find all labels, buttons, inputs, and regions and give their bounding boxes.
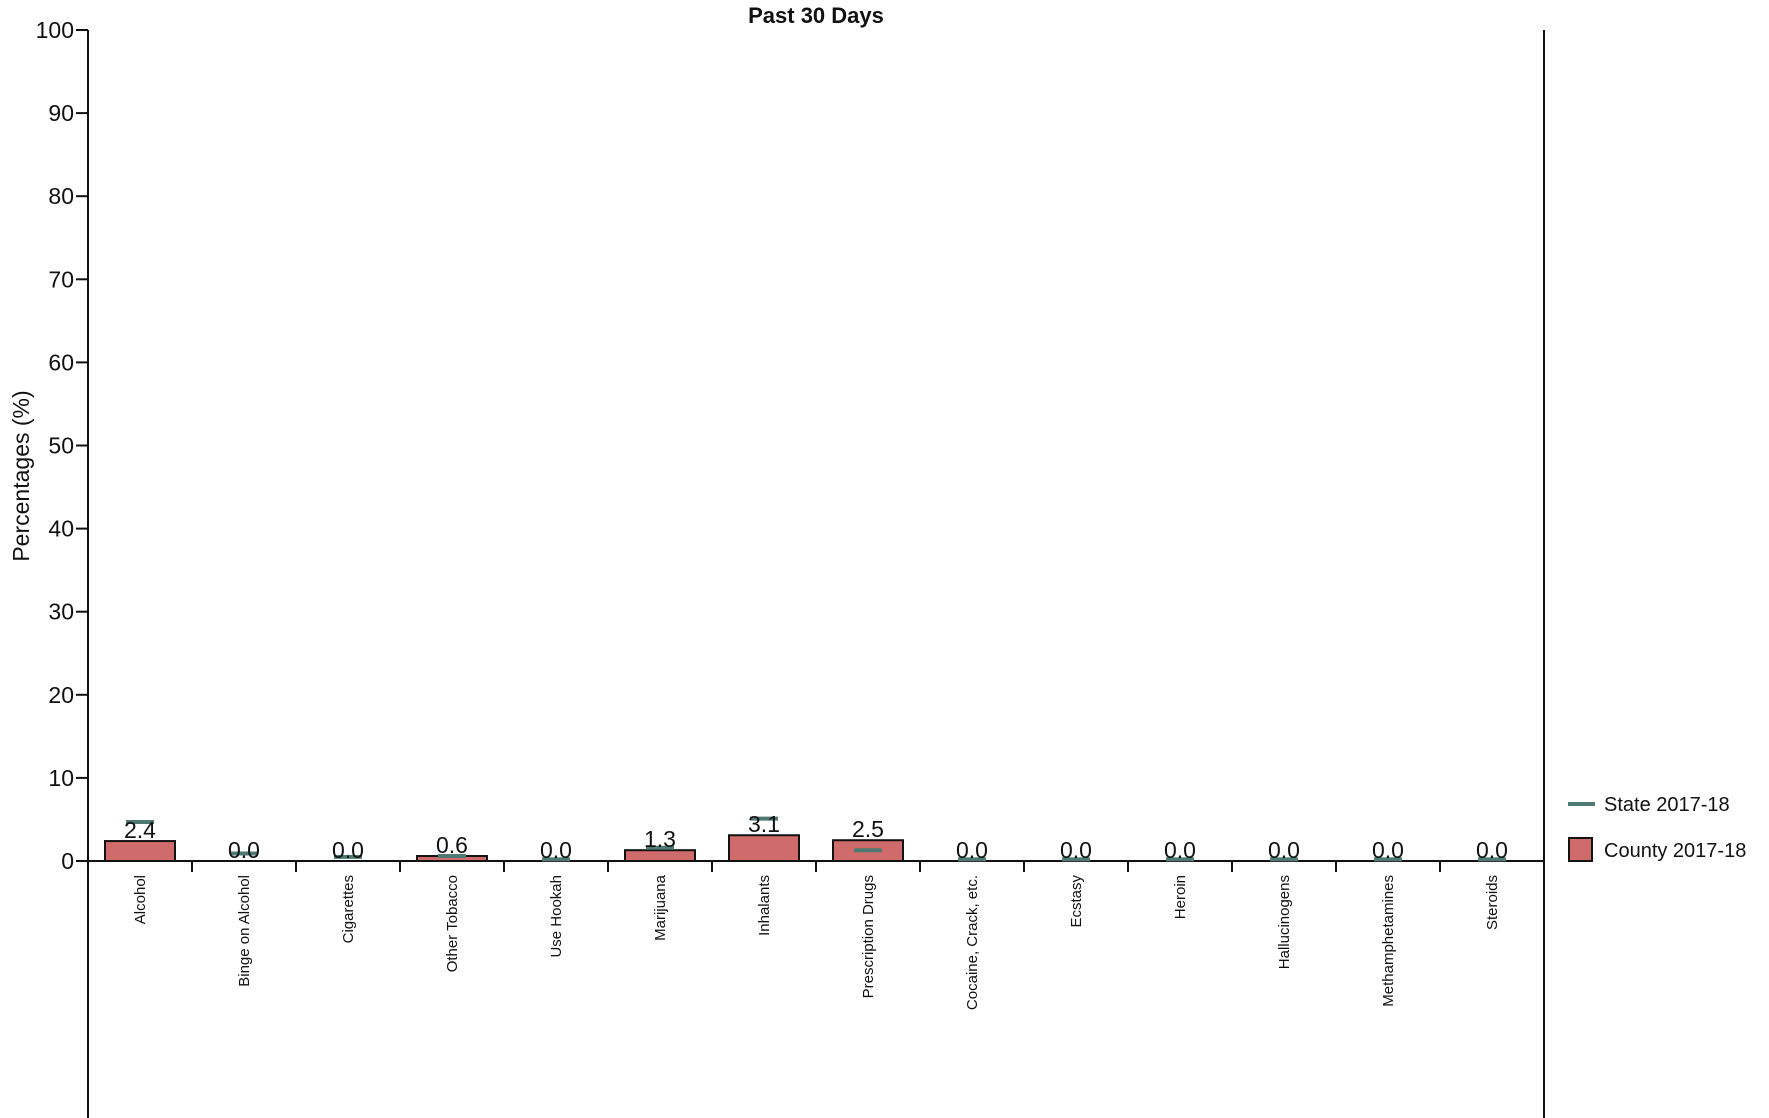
- data-label: 0.0: [540, 837, 572, 863]
- state-markers: [126, 816, 1506, 862]
- data-label: 0.0: [1476, 837, 1508, 863]
- y-tick-label: 100: [36, 17, 74, 43]
- data-label: 0.0: [1268, 837, 1300, 863]
- x-tick-label: Heroin: [1172, 875, 1189, 919]
- x-tick-label: Steroids: [1484, 875, 1501, 930]
- y-tick-label: 0: [61, 848, 74, 874]
- legend-county-label: County 2017-18: [1604, 840, 1746, 862]
- x-tick-label: Ecstasy: [1068, 875, 1085, 928]
- x-tick-label: Prescription Drugs: [860, 875, 877, 998]
- y-tick-label: 70: [48, 266, 74, 292]
- data-label: 0.0: [956, 837, 988, 863]
- data-label: 3.1: [748, 811, 780, 837]
- bars: [104, 834, 904, 863]
- data-label: 0.0: [1060, 837, 1092, 863]
- data-label: 0.0: [228, 837, 260, 863]
- y-tick-label: 50: [48, 433, 74, 459]
- county-bar: [104, 840, 176, 863]
- y-tick-label: 40: [48, 516, 74, 542]
- data-label: 0.0: [332, 837, 364, 863]
- data-label: 0.0: [1164, 837, 1196, 863]
- x-tick-label: Alcohol: [132, 875, 149, 924]
- axes: 0 10 20 30 40 50 60 70 80 90 100: [36, 17, 1545, 1118]
- y-axis-label: Percentages (%): [8, 390, 34, 561]
- y-tick-label: 60: [48, 349, 74, 375]
- y-tick-label: 20: [48, 682, 74, 708]
- y-tick-label: 80: [48, 183, 74, 209]
- data-label: 1.3: [644, 826, 676, 852]
- x-tick-label: Marijuana: [652, 874, 669, 941]
- data-labels: 2.4 0.0 0.0 0.6 0.0 1.3 3.1 2.5 0.0 0.0 0.0 0.0 0.0 0…: [124, 811, 1508, 863]
- y-tick-label: 30: [48, 599, 74, 625]
- x-tick-label: Other Tobacco: [444, 875, 461, 972]
- county-bar: [624, 849, 696, 863]
- x-tick-label: Cocaine, Crack, etc.: [964, 875, 981, 1010]
- x-tick-label: Cigarettes: [340, 875, 357, 943]
- x-tick-label: Inhalants: [756, 875, 773, 936]
- legend-county-swatch: [1568, 837, 1593, 862]
- x-tick-label: Binge on Alcohol: [236, 875, 253, 987]
- y-tick-label: 90: [48, 100, 74, 126]
- legend: State 2017-18 County 2017-18: [1568, 794, 1746, 862]
- chart-title: Past 30 Days: [748, 3, 884, 28]
- y-tick-label: 10: [48, 765, 74, 791]
- data-label: 2.5: [852, 816, 884, 842]
- data-label: 0.6: [436, 832, 468, 858]
- x-tick-label: Methamphetamines: [1380, 875, 1397, 1007]
- x-tick-label: Hallucinogens: [1276, 875, 1293, 969]
- legend-state-label: State 2017-18: [1604, 794, 1730, 816]
- x-tick-label: Use Hookah: [548, 875, 565, 958]
- data-label: 2.4: [124, 817, 156, 843]
- county-bar: [728, 834, 800, 863]
- data-label: 0.0: [1372, 837, 1404, 863]
- x-tick-labels: Alcohol Binge on Alcohol Cigarettes Other T…: [132, 874, 1501, 1010]
